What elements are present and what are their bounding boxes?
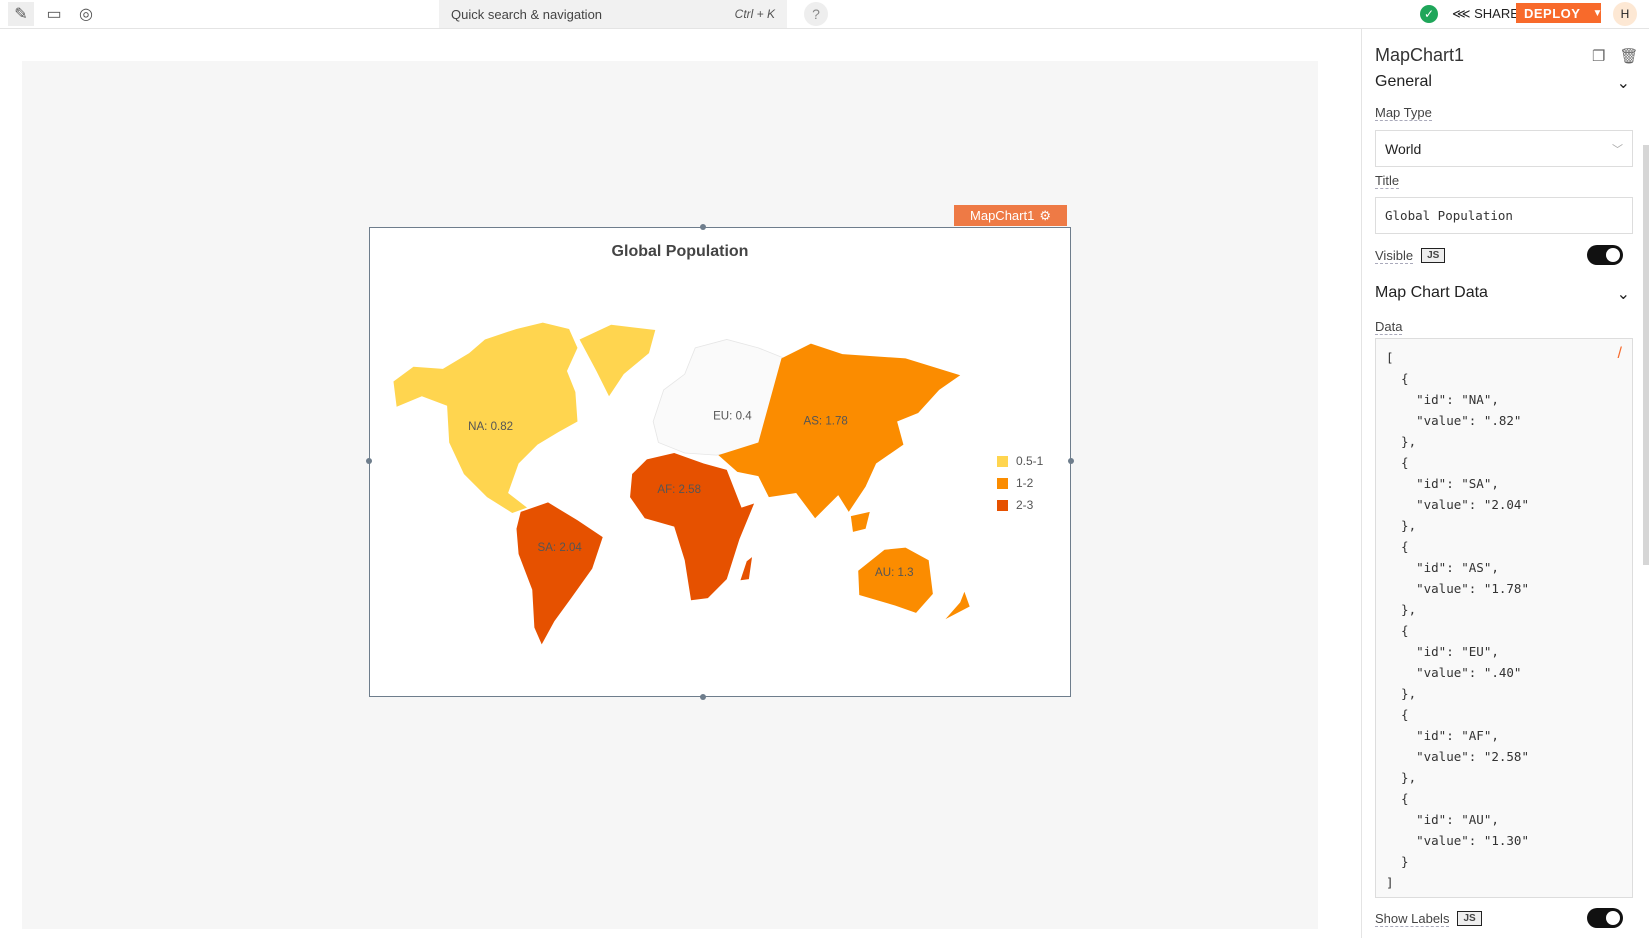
js-toggle-button[interactable]: JS [1421, 248, 1446, 263]
deploy-button[interactable]: DEPLOY ▼ [1516, 3, 1603, 23]
comment-icon[interactable]: ▭ [46, 6, 62, 23]
title-label: Title [1375, 173, 1400, 189]
label-EU: EU: 0.4 [713, 410, 752, 422]
section-general[interactable]: General ⌄ [1375, 73, 1630, 93]
region-NA-greenland[interactable] [579, 324, 656, 397]
region-AU[interactable] [858, 547, 933, 613]
world-map: NA: 0.82 SA: 2.04 AS: 1.78 EU: 0.4 AF: 2… [393, 322, 970, 645]
region-SA[interactable] [516, 502, 603, 645]
map-type-label: Map Type [1375, 105, 1432, 121]
show-labels-toggle[interactable] [1587, 908, 1623, 928]
title-input[interactable]: Global Population [1375, 197, 1633, 234]
avatar[interactable]: H [1613, 2, 1637, 26]
widget-name: MapChart1 [970, 208, 1035, 223]
label-NA: NA: 0.82 [468, 421, 513, 433]
section-label: Map Chart Data [1375, 284, 1488, 301]
data-editor[interactable]: [ { "id": "NA", "value": ".82" }, { "id"… [1375, 338, 1633, 898]
copy-icon[interactable]: ❐ [1592, 48, 1606, 65]
label-AS: AS: 1.78 [804, 416, 848, 428]
resize-handle-right[interactable] [1068, 458, 1074, 464]
chevron-down-icon[interactable]: ▼ [1592, 7, 1603, 19]
visible-row: Visible JS [1375, 248, 1446, 264]
label-SA: SA: 2.04 [538, 542, 583, 554]
label-AF: AF: 2.58 [657, 484, 701, 496]
resize-handle-bottom[interactable] [700, 694, 706, 700]
label-AU: AU: 1.3 [875, 567, 914, 579]
search-placeholder: Quick search & navigation [451, 6, 603, 22]
region-AF-madagascar[interactable] [740, 557, 753, 581]
map-chart-widget[interactable]: Global Population NA: 0.82 SA: 2.04 AS: … [366, 224, 1074, 700]
legend-swatch [997, 499, 1008, 511]
pencil-icon[interactable]: ✎ [8, 2, 34, 26]
show-labels-label: Show Labels [1375, 911, 1450, 927]
top-bar: ✎ ▭ ◎ Quick search & navigation Ctrl + K… [0, 0, 1649, 29]
check-icon: ✓ [1420, 5, 1438, 23]
resize-handle-left[interactable] [366, 458, 372, 464]
edit-icon[interactable]: / [1617, 345, 1622, 362]
chevron-down-icon: ﹀ [1612, 143, 1623, 156]
search-shortcut: Ctrl + K [734, 7, 775, 21]
help-button[interactable]: ? [804, 2, 828, 26]
region-AS-islands[interactable] [850, 511, 870, 532]
chart-title: Global Population [611, 243, 749, 260]
map-type-value: World [1385, 140, 1422, 157]
legend: 0.5-1 1-2 2-3 [997, 450, 1043, 516]
legend-item[interactable]: 2-3 [997, 494, 1043, 516]
section-map-chart-data[interactable]: Map Chart Data ⌄ [1375, 284, 1630, 304]
legend-label: 2-3 [1016, 498, 1034, 512]
trash-icon[interactable]: 🗑 [1619, 48, 1639, 65]
panel-scrollbar[interactable] [1643, 145, 1649, 565]
region-AS[interactable] [718, 343, 961, 519]
section-label: General [1375, 73, 1432, 90]
visible-label: Visible [1375, 248, 1414, 264]
property-panel: MapChart1 ❐ 🗑 General ⌄ Map Type World ﹀ Ti… [1361, 29, 1649, 938]
legend-label: 0.5-1 [1016, 454, 1044, 468]
settings-icon: ⚙ [1039, 207, 1051, 223]
legend-swatch [997, 455, 1008, 467]
eye-icon[interactable]: ◎ [79, 6, 93, 23]
data-label: Data [1375, 319, 1403, 335]
region-AF[interactable] [630, 453, 755, 601]
region-NA[interactable] [393, 322, 578, 513]
visible-toggle[interactable] [1587, 245, 1623, 265]
region-AU-nz[interactable] [945, 591, 970, 620]
share-label: SHARE [1474, 6, 1519, 21]
show-labels-row: Show Labels JS [1375, 911, 1482, 927]
deploy-label: DEPLOY [1524, 5, 1581, 21]
resize-handle-top[interactable] [700, 224, 706, 230]
search-input[interactable]: Quick search & navigation Ctrl + K [439, 0, 787, 28]
share-icon: ⋘ [1452, 6, 1475, 21]
map-type-select[interactable]: World ﹀ [1375, 130, 1633, 167]
legend-item[interactable]: 0.5-1 [997, 450, 1043, 472]
legend-label: 1-2 [1016, 476, 1034, 490]
share-button[interactable]: ⋘ SHARE [1452, 6, 1519, 22]
chevron-down-icon: ⌄ [1616, 286, 1630, 303]
widget-name-tag[interactable]: MapChart1 ⚙ [954, 205, 1067, 226]
legend-item[interactable]: 1-2 [997, 472, 1043, 494]
panel-title[interactable]: MapChart1 [1375, 45, 1465, 65]
chevron-down-icon: ⌄ [1616, 75, 1630, 92]
data-code[interactable]: [ { "id": "NA", "value": ".82" }, { "id"… [1386, 350, 1529, 890]
js-toggle-button[interactable]: JS [1457, 911, 1482, 926]
legend-swatch [997, 477, 1008, 489]
